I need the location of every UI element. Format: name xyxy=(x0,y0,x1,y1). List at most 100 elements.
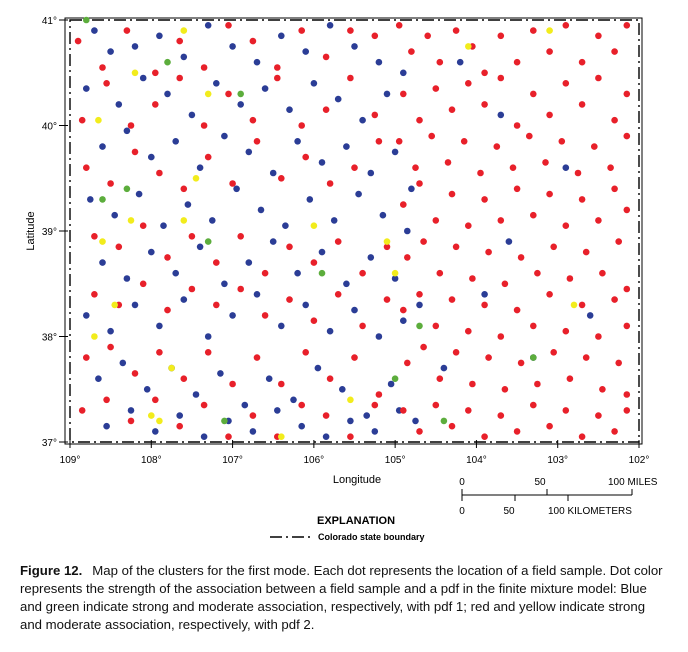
blue-sample-dot xyxy=(326,327,334,335)
y-tick-label: 39° xyxy=(42,227,57,238)
red-sample-dot xyxy=(164,254,171,261)
red-sample-dot xyxy=(139,280,147,288)
blue-sample-dot xyxy=(111,211,118,219)
yellow-sample-dot xyxy=(465,43,472,50)
red-sample-dot xyxy=(497,412,505,419)
green-sample-dot xyxy=(99,196,106,203)
red-sample-dot xyxy=(286,296,293,303)
blue-sample-dot xyxy=(127,407,135,414)
blue-sample-dot xyxy=(294,138,301,145)
x-tick-label: 109° xyxy=(60,455,81,466)
blue-sample-dot xyxy=(143,386,151,393)
red-sample-dot xyxy=(497,217,505,224)
yellow-sample-dot xyxy=(131,69,139,77)
red-sample-dot xyxy=(582,354,590,361)
red-sample-dot xyxy=(448,190,456,198)
red-sample-dot xyxy=(131,148,139,156)
red-sample-dot xyxy=(534,380,541,388)
green-sample-dot xyxy=(83,16,90,24)
blue-sample-dot xyxy=(164,90,171,98)
blue-sample-dot xyxy=(322,433,330,441)
sample-dots xyxy=(74,16,631,441)
yellow-sample-dot xyxy=(180,217,188,224)
red-sample-dot xyxy=(176,37,183,45)
legend-boundary-label: Colorado state boundary xyxy=(318,532,425,542)
red-sample-dot xyxy=(444,159,452,166)
red-sample-dot xyxy=(156,349,163,356)
x-axis-title: Longitude xyxy=(333,474,381,486)
red-sample-dot xyxy=(436,269,444,277)
blue-sample-dot xyxy=(400,317,407,325)
red-sample-dot xyxy=(493,143,501,150)
blue-sample-dot xyxy=(505,238,513,245)
red-sample-dot xyxy=(595,333,602,340)
scale-label-km-0: 0 xyxy=(459,506,465,517)
red-sample-dot xyxy=(595,32,602,40)
red-sample-dot xyxy=(310,259,318,266)
red-sample-dot xyxy=(274,74,281,82)
red-sample-dot xyxy=(497,74,505,82)
blue-sample-dot xyxy=(83,312,90,319)
y-tick-label: 41° xyxy=(42,16,57,27)
y-axis-title: Latitude xyxy=(25,211,37,250)
blue-sample-dot xyxy=(562,164,570,171)
blue-sample-dot xyxy=(148,153,155,161)
colorado-state-boundary xyxy=(69,19,640,443)
red-sample-dot xyxy=(278,175,285,182)
red-sample-dot xyxy=(432,322,440,330)
green-sample-dot xyxy=(221,417,228,425)
blue-sample-dot xyxy=(184,201,192,208)
green-sample-dot xyxy=(123,185,131,193)
red-sample-dot xyxy=(615,238,622,245)
red-sample-dot xyxy=(395,138,403,145)
caption-text: Map of the clusters for the first mode. … xyxy=(20,563,663,632)
blue-sample-dot xyxy=(404,227,411,235)
yellow-sample-dot xyxy=(111,301,118,309)
x-tick-label: 103° xyxy=(547,455,568,466)
red-sample-dot xyxy=(436,375,444,383)
red-sample-dot xyxy=(513,122,521,129)
red-sample-dot xyxy=(139,222,147,229)
y-tick-label: 40° xyxy=(42,122,57,133)
blue-sample-dot xyxy=(456,58,464,66)
red-sample-dot xyxy=(91,233,98,240)
red-sample-dot xyxy=(623,391,631,398)
blue-sample-dot xyxy=(355,190,362,198)
blue-sample-dot xyxy=(497,111,505,119)
x-tick-label: 108° xyxy=(141,455,162,466)
red-sample-dot xyxy=(359,322,366,330)
red-sample-dot xyxy=(225,433,232,441)
yellow-sample-dot xyxy=(192,175,200,182)
red-sample-dot xyxy=(412,164,419,171)
red-sample-dot xyxy=(623,285,631,293)
blue-sample-dot xyxy=(334,95,342,103)
red-sample-dot xyxy=(485,248,492,256)
red-sample-dot xyxy=(237,233,244,240)
yellow-sample-dot xyxy=(168,364,175,372)
red-sample-dot xyxy=(302,153,310,161)
yellow-sample-dot xyxy=(180,27,188,34)
plot-frame xyxy=(64,17,643,445)
red-sample-dot xyxy=(322,53,330,61)
red-sample-dot xyxy=(517,359,525,367)
blue-sample-dot xyxy=(253,291,261,298)
blue-sample-dot xyxy=(294,269,301,277)
red-sample-dot xyxy=(253,138,261,145)
red-sample-dot xyxy=(127,122,135,129)
red-sample-dot xyxy=(310,317,318,325)
blue-sample-dot xyxy=(245,148,253,156)
red-sample-dot xyxy=(404,254,411,261)
red-sample-dot xyxy=(400,407,407,414)
red-sample-dot xyxy=(188,285,196,293)
blue-sample-dot xyxy=(172,138,179,145)
red-sample-dot xyxy=(225,22,232,29)
red-sample-dot xyxy=(253,354,261,361)
red-sample-dot xyxy=(595,412,602,419)
red-sample-dot xyxy=(204,153,212,161)
blue-sample-dot xyxy=(229,43,236,50)
red-sample-dot xyxy=(481,196,488,203)
scale-label-miles-50: 50 xyxy=(534,477,546,488)
red-sample-dot xyxy=(383,243,391,251)
blue-sample-dot xyxy=(343,143,350,150)
red-sample-dot xyxy=(530,90,537,98)
